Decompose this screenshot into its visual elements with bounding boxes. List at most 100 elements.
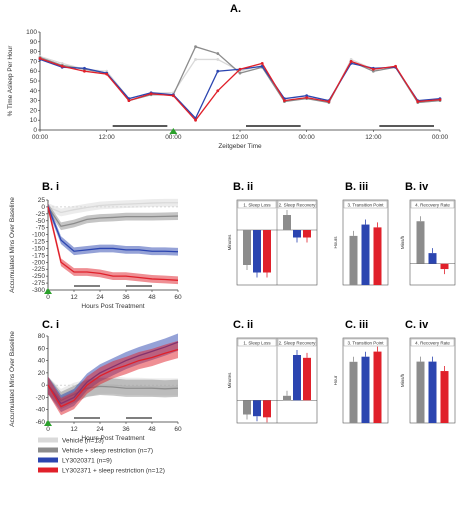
data-point [83, 66, 86, 70]
x-tick-label: 00:00 [165, 134, 182, 141]
y-tick-label: 100 [26, 29, 37, 36]
series-line [47, 348, 179, 408]
y-tick-label: -25 [36, 211, 46, 218]
data-point [216, 89, 220, 93]
bar [373, 227, 382, 285]
bar [428, 253, 437, 264]
bar [253, 400, 261, 417]
data-point [394, 64, 397, 68]
data-point [416, 100, 420, 103]
y-tick-label: 60 [38, 345, 46, 352]
series-line [39, 57, 441, 122]
panel-label-Biv: B. iv [405, 181, 429, 193]
y-axis-title: Minutes [227, 234, 232, 251]
chart-Civ: 4. Recovery Rate Mins/h [400, 337, 456, 424]
x-tick-label: 24 [96, 426, 104, 433]
data-point [105, 72, 109, 76]
x-axis-title: Hours Post Treatment [81, 435, 144, 442]
x-tick-label: 00:00 [299, 134, 316, 141]
y-tick-label: -200 [32, 259, 45, 266]
bar [373, 351, 382, 423]
panel-label-Civ: C. iv [405, 319, 429, 331]
x-tick-label: 12 [70, 294, 78, 301]
data-point [83, 69, 86, 73]
chart-Bi: 250-25-50-75-100-125-150-175-200-225-250… [9, 197, 182, 310]
y-tick-label: -40 [36, 407, 46, 414]
bar [428, 361, 437, 423]
treatment-marker [169, 128, 178, 134]
series-line [39, 45, 441, 104]
group-header-box [277, 200, 317, 209]
series-band [48, 203, 178, 256]
panel-label-Ciii: C. iii [345, 319, 368, 331]
chart-Biii: 3. Transition Point Hours [333, 199, 389, 286]
bar [253, 230, 261, 273]
treatment-marker [44, 288, 52, 294]
y-tick-label: 0 [41, 382, 45, 389]
y-tick-label: 70 [30, 58, 38, 65]
y-tick-label: 0 [41, 204, 45, 211]
data-point [238, 71, 242, 75]
data-point [194, 58, 197, 61]
y-tick-label: -250 [32, 273, 45, 280]
y-tick-label: -20 [36, 394, 46, 401]
panel-header-label: 4. Recovery Rate [415, 340, 450, 345]
y-tick-label: -125 [32, 239, 45, 246]
panel-header-box [343, 338, 388, 347]
panel-header-box [410, 338, 455, 347]
chart-Biv: 4. Recovery Rate Mins/h [400, 199, 456, 286]
x-axis-title: Zeitgeber Time [218, 143, 262, 150]
data-point [216, 69, 220, 73]
panel-label-Biii: B. iii [345, 181, 368, 193]
data-point [260, 61, 264, 65]
data-point [171, 94, 175, 98]
x-tick-label: 12:00 [232, 134, 249, 141]
bar [293, 355, 301, 401]
data-point [216, 58, 220, 61]
group-header-label: 1. Sleep Loss [243, 202, 271, 207]
panel-header-box [343, 200, 388, 209]
data-point [283, 99, 286, 102]
panel-header-label: 3. Transition Point [347, 340, 384, 345]
y-axis-title: Accumulated Mins Over Baseline [9, 331, 16, 427]
bar [303, 357, 311, 401]
panel-label-Ci: C. i [42, 319, 59, 331]
y-tick-label: 60 [30, 68, 38, 75]
panel-label-Cii: C. ii [233, 319, 253, 331]
series-line [47, 202, 178, 214]
bar [361, 224, 370, 285]
y-tick-label: 30 [30, 98, 38, 105]
data-point [60, 64, 64, 68]
group-header-box [237, 200, 277, 209]
group-header-label: 1. Sleep Loss [243, 340, 271, 345]
legend-label: LY3020371 (n=9) [62, 458, 112, 465]
treatment-marker [44, 420, 52, 426]
panel-header-box [410, 200, 455, 209]
x-tick-label: 00:00 [432, 134, 449, 141]
group-header-label: 2. Sleep Recovery [279, 340, 317, 345]
data-point [194, 45, 197, 49]
data-point [349, 58, 353, 61]
data-point [305, 96, 309, 100]
legend: Vehicle (n=13) Vehicle + sleep restrictio… [38, 437, 165, 475]
chart-Bii: 1. Sleep Loss 2. Sleep Recovery Minutes [227, 199, 318, 286]
x-tick-label: 12:00 [99, 134, 116, 141]
bar [440, 371, 449, 423]
y-tick-label: -150 [32, 245, 45, 252]
y-axis-title: Mins/h [400, 235, 405, 249]
x-tick-label: 12:00 [365, 134, 382, 141]
x-tick-label: 0 [46, 426, 50, 433]
y-axis-title: Hour [333, 375, 338, 385]
panel-label-Bii: B. ii [233, 181, 253, 193]
x-tick-label: 36 [122, 426, 130, 433]
bar [263, 230, 271, 273]
series-line [39, 55, 441, 104]
y-axis-title: Hours [333, 236, 338, 249]
y-axis-title: Accumulated Mins Over Baseline [9, 197, 16, 293]
data-point [149, 92, 153, 96]
panel-header-label: 4. Recovery Rate [415, 202, 450, 207]
x-axis-title: Hours Post Treatment [81, 303, 144, 310]
data-point [60, 61, 64, 65]
y-axis-title: Mins/h [400, 373, 405, 387]
y-tick-label: -75 [36, 225, 46, 232]
